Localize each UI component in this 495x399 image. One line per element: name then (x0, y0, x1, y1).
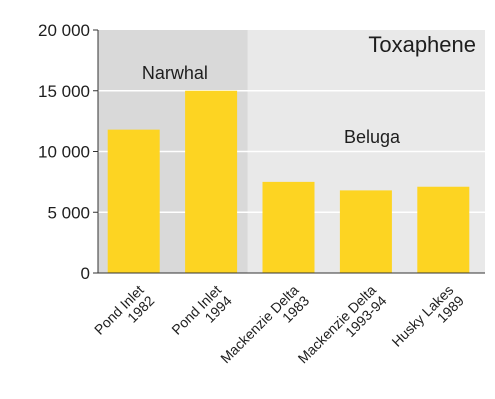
y-tick-label-1: 5 000 (47, 203, 90, 222)
bar-3 (339, 190, 392, 273)
bar-4 (417, 186, 470, 273)
group-label-beluga: Beluga (344, 127, 401, 147)
x-tick-label-3: Mackenzie Delta1993-94 (295, 282, 390, 377)
y-tick-label-2: 10 000 (38, 143, 90, 162)
x-tick-label-1: Pond Inlet1994 (168, 282, 235, 349)
y-tick-label-4: 20 000 (38, 21, 90, 40)
chart-title: Toxaphene (368, 32, 476, 57)
x-tick-label-2: Mackenzie Delta1983 (217, 282, 312, 377)
bar-0 (107, 129, 160, 273)
bar-1 (185, 90, 238, 273)
group-labels: Narwhal Beluga (142, 63, 401, 147)
x-tick-label-4: Husky Lakes1989 (388, 282, 467, 361)
y-ticks: 0 5 000 10 000 15 000 20 000 (38, 21, 98, 283)
group-label-narwhal: Narwhal (142, 63, 208, 83)
bars (107, 90, 470, 273)
x-tick-label-0: Pond Inlet1982 (91, 282, 158, 349)
y-tick-label-3: 15 000 (38, 82, 90, 101)
bar-2 (262, 181, 315, 273)
y-tick-label-0: 0 (81, 264, 90, 283)
